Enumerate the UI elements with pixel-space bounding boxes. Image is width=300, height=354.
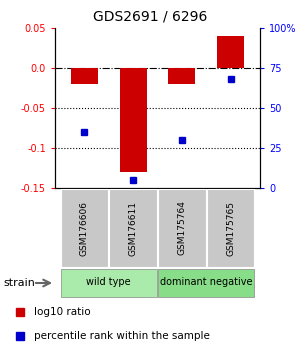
Text: GSM176606: GSM176606	[80, 200, 89, 256]
Bar	[158, 189, 206, 267]
Text: GSM175765: GSM175765	[226, 200, 235, 256]
Text: dominant negative: dominant negative	[160, 278, 253, 287]
Text: log10 ratio: log10 ratio	[34, 307, 91, 317]
Text: GSM175764: GSM175764	[177, 201, 186, 256]
Text: strain: strain	[3, 278, 35, 288]
Bar	[169, 68, 195, 84]
Bar	[110, 189, 157, 267]
Bar	[71, 68, 98, 84]
Bar	[217, 36, 244, 68]
Text: percentile rank within the sample: percentile rank within the sample	[34, 331, 210, 341]
Text: wild type: wild type	[86, 278, 131, 287]
Bar	[61, 189, 108, 267]
Text: GDS2691 / 6296: GDS2691 / 6296	[93, 10, 207, 24]
Text: GSM176611: GSM176611	[129, 200, 138, 256]
Bar	[158, 269, 254, 297]
Bar	[207, 189, 254, 267]
Bar	[120, 68, 146, 172]
Bar	[61, 269, 157, 297]
